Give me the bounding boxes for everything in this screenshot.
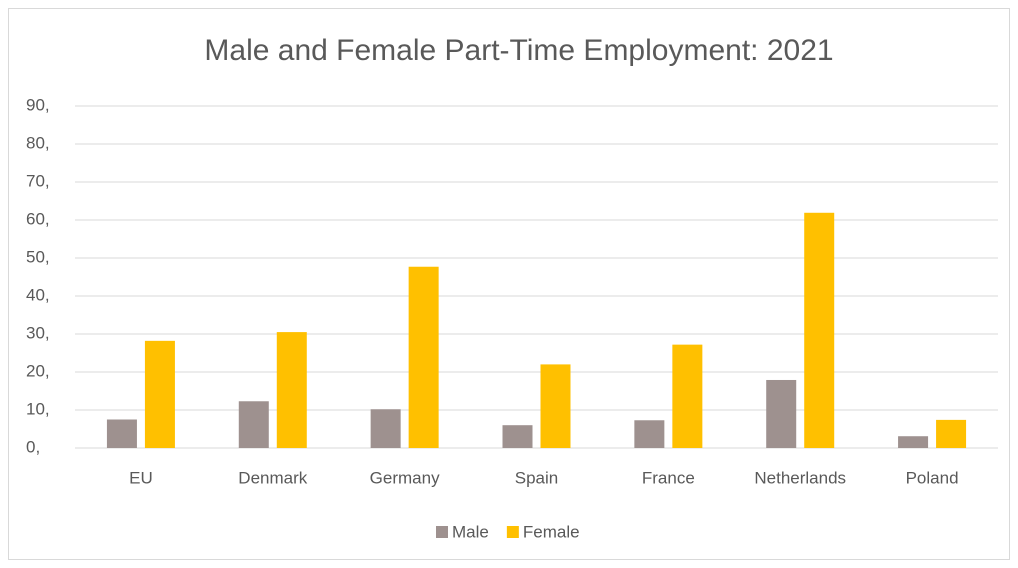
y-tick-label: 50, — [26, 247, 50, 266]
bar — [634, 420, 665, 448]
y-tick-label: 80, — [26, 133, 50, 152]
bar — [672, 344, 703, 448]
bar — [804, 212, 835, 448]
x-tick-label: Germany — [370, 468, 440, 487]
legend-swatch — [436, 526, 448, 538]
bar — [238, 401, 269, 448]
bar — [502, 425, 533, 448]
y-tick-label: 30, — [26, 323, 50, 342]
legend-swatch — [506, 526, 519, 538]
bar — [766, 379, 797, 448]
x-tick-label: Denmark — [238, 468, 307, 487]
bar — [370, 409, 401, 448]
y-tick-label: 10, — [26, 399, 50, 418]
legend-label: Male — [452, 522, 489, 541]
bar — [540, 364, 571, 448]
bar — [936, 419, 967, 448]
bar — [106, 419, 137, 448]
y-tick-label: 0, — [26, 437, 40, 456]
bar — [144, 340, 175, 448]
y-tick-label: 70, — [26, 171, 50, 190]
y-tick-label: 20, — [26, 361, 50, 380]
x-tick-label: EU — [129, 468, 153, 487]
chart-title: Male and Female Part-Time Employment: 20… — [204, 34, 833, 67]
legend-label: Female — [523, 522, 580, 541]
x-tick-label: Spain — [515, 468, 558, 487]
y-tick-label: 60, — [26, 209, 50, 228]
bar — [898, 436, 929, 448]
x-tick-label: Netherlands — [754, 468, 846, 487]
y-tick-label: 40, — [26, 285, 50, 304]
x-tick-label: Poland — [906, 468, 959, 487]
bar — [276, 332, 307, 448]
y-tick-label: 90, — [26, 95, 50, 114]
chart-border — [8, 8, 1010, 560]
bar — [408, 266, 439, 448]
x-tick-label: France — [642, 468, 695, 487]
